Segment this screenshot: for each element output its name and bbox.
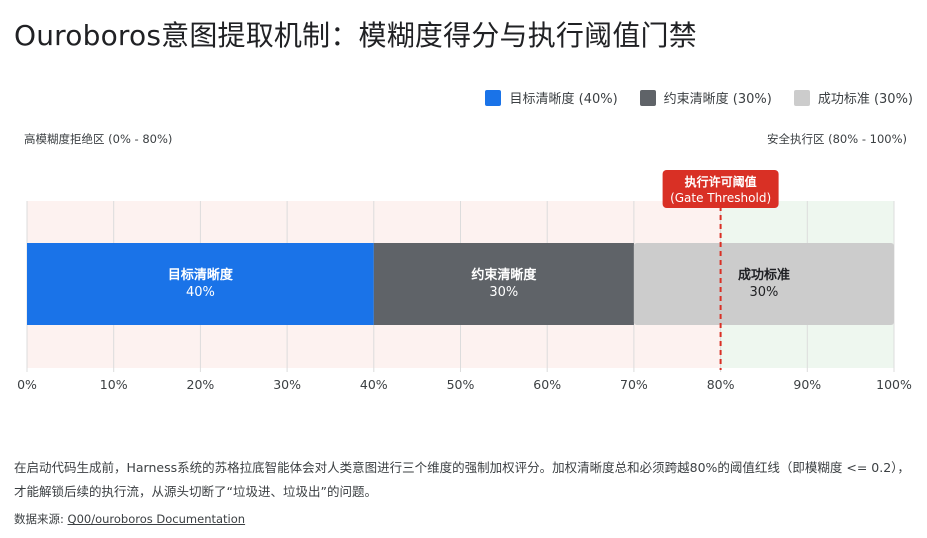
stacked-bar-chart: 0% 10% 20% 30% 40% 50% 60% 70% 80% 90% 100% 目标清晰度 40… — [17, 170, 912, 392]
bar-segment — [633, 243, 894, 325]
safe-zone-label: 安全执行区 (80% - 100%) — [766, 132, 907, 146]
legend-item-goal: 目标清晰度 (40%) — [485, 88, 618, 107]
x-tick-label: 60% — [533, 377, 561, 392]
legend-swatch-goal — [485, 89, 502, 106]
x-tick-label: 10% — [100, 377, 128, 392]
legend-swatch-success — [793, 89, 810, 106]
source-link[interactable]: Q00/ouroboros Documentation — [67, 512, 246, 526]
bar-value-label: 30% — [749, 285, 778, 300]
reject-zone-label: 高模糊度拒绝区 (0% - 80%) — [24, 132, 173, 146]
x-tick-label: 70% — [620, 377, 648, 392]
x-tick-label: 40% — [360, 377, 388, 392]
x-tick-label: 0% — [17, 377, 37, 392]
x-tick-label: 20% — [187, 377, 215, 392]
x-tick-label: 30% — [273, 377, 301, 392]
x-tick-label: 100% — [876, 377, 912, 392]
chart-legend: 目标清晰度 (40%) 约束清晰度 (30%) 成功标准 (30%) — [485, 88, 913, 107]
bar-label: 约束清晰度 — [471, 267, 537, 283]
threshold-title: 执行许可阈值 — [685, 174, 757, 189]
description-text: 在启动代码生成前，Harness系统的苏格拉底智能体会对人类意图进行三个维度的强… — [14, 460, 910, 499]
bar-label: 目标清晰度 — [168, 267, 234, 283]
bar-segment — [27, 243, 374, 325]
legend-label-constraint: 约束清晰度 (30%) — [663, 92, 772, 107]
threshold-subtitle: (Gate Threshold) — [670, 191, 771, 205]
legend-label-success: 成功标准 (30%) — [817, 92, 913, 107]
source-line: 数据来源: Q00/ouroboros Documentation — [14, 511, 245, 527]
legend-label-goal: 目标清晰度 (40%) — [509, 92, 618, 107]
bar-segment — [373, 243, 634, 325]
legend-item-success: 成功标准 (30%) — [793, 88, 913, 107]
threshold-badge — [662, 170, 779, 208]
x-tick-label: 50% — [447, 377, 475, 392]
x-tick-label: 80% — [707, 377, 735, 392]
legend-swatch-constraint — [639, 89, 656, 106]
bar-value-label: 30% — [489, 285, 518, 300]
bar-label: 成功标准 — [738, 267, 790, 283]
bar-value-label: 40% — [186, 285, 215, 300]
legend-item-constraint: 约束清晰度 (30%) — [639, 88, 772, 107]
x-tick-label: 90% — [793, 377, 821, 392]
page-title: Ouroboros意图提取机制：模糊度得分与执行阈值门禁 — [14, 19, 697, 52]
source-prefix: 数据来源: — [14, 512, 68, 526]
